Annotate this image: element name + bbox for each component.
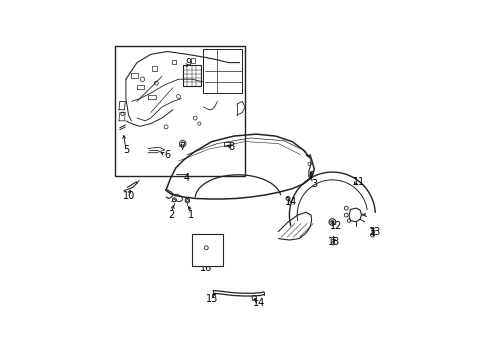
Text: 4: 4 [183, 174, 189, 184]
Text: 17: 17 [207, 252, 220, 262]
Text: 3: 3 [311, 179, 317, 189]
Bar [152, 66, 157, 71]
Text: 8: 8 [228, 141, 234, 152]
Text: 11: 11 [352, 177, 364, 187]
Text: 7: 7 [179, 142, 185, 152]
Text: 16: 16 [199, 263, 211, 273]
Text: 14: 14 [284, 197, 296, 207]
Text: 6: 6 [164, 150, 170, 161]
Text: 10: 10 [123, 191, 135, 201]
Bar [191, 58, 195, 63]
Text: 1: 1 [187, 210, 194, 220]
Bar [171, 60, 176, 64]
Text: 5: 5 [122, 145, 129, 156]
Text: 15: 15 [206, 294, 218, 304]
Text: 2: 2 [168, 210, 174, 220]
Bar [131, 73, 137, 78]
Bar [192, 234, 223, 266]
Text: 14: 14 [252, 298, 264, 308]
Bar [115, 46, 244, 176]
Bar [224, 142, 230, 146]
Text: 13: 13 [327, 237, 339, 247]
Bar [183, 66, 200, 86]
Text: 9: 9 [185, 58, 191, 68]
Text: 12: 12 [329, 221, 342, 231]
Text: 13: 13 [368, 227, 380, 237]
